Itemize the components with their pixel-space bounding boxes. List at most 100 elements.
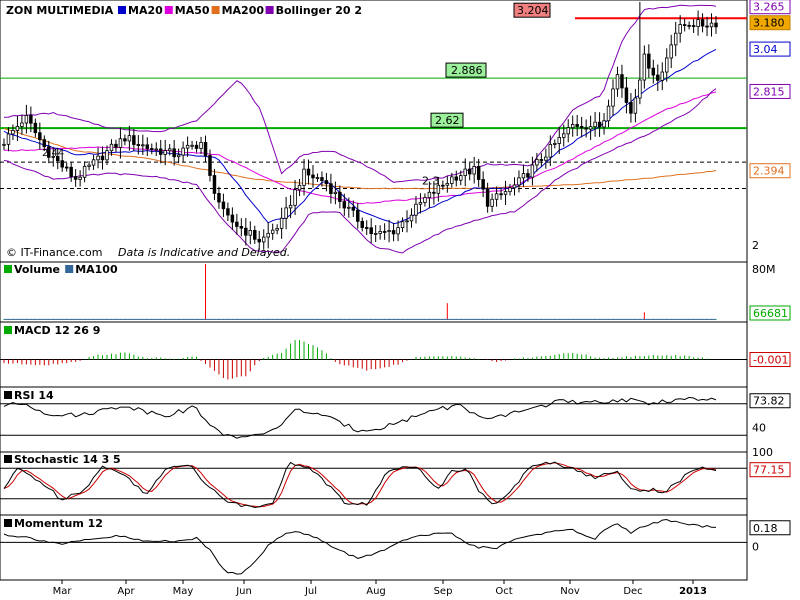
candle-body (42, 139, 47, 148)
candle-body (172, 148, 176, 158)
candle-body (535, 159, 539, 166)
candle-body (199, 142, 203, 149)
rsi-y-tick-0: 40 (752, 421, 766, 434)
macd-y-axis: -0.001 (749, 352, 791, 367)
legend-label-0: MA20 (128, 4, 163, 17)
candle-body (687, 24, 691, 27)
candle-body (275, 227, 279, 231)
candle-body (414, 203, 418, 216)
candle-body (400, 221, 405, 229)
x-tick-label-5: Aug (366, 586, 386, 597)
volume-panel: Volume MA100 80M 66681 (0, 261, 791, 323)
candle-body (364, 227, 369, 229)
volume-plot (3, 264, 717, 320)
candle-body (369, 227, 373, 235)
disclaimer-note: Data is Indicative and Delayed. (118, 246, 290, 259)
x-tick-label-6: Sep (434, 586, 453, 597)
candle-body (387, 230, 391, 233)
candle-body (405, 220, 409, 223)
stochastic-legend: Stochastic 14 3 5 (4, 453, 121, 466)
candle-body (570, 124, 575, 129)
candle-body (691, 25, 696, 27)
main-y-tick-0: 2 (752, 239, 759, 252)
level-label-box-2.62 (430, 112, 464, 128)
x-tick-label-7: Oct (495, 586, 512, 597)
candle-body (705, 25, 709, 28)
legend-swatch-3 (265, 6, 274, 14)
momentum-panel-frame (0, 514, 748, 581)
candle-body (562, 133, 566, 138)
x-tick-label-10: 2013 (679, 586, 707, 597)
momentum-plot (0, 518, 747, 575)
candle-body (620, 74, 624, 89)
candle-body (141, 144, 145, 147)
momentum-legend: Momentum 12 (4, 517, 103, 530)
level-label-2.886: 2.886 (451, 64, 483, 77)
candle-body (302, 168, 306, 186)
candle-body (391, 230, 396, 235)
macd-last-value: -0.001 (753, 354, 788, 367)
candle-body (553, 143, 557, 145)
legend-label-0: Momentum 12 (14, 517, 103, 530)
candle-body (333, 191, 338, 194)
candle-body (642, 53, 647, 81)
candle-body (629, 102, 633, 114)
candle-body (378, 231, 382, 234)
x-tick-label-9: Dec (623, 586, 642, 597)
level-label-2.44: 2.44 (42, 148, 64, 159)
candle-body (15, 125, 20, 131)
candle-body (253, 230, 257, 240)
watermark: © IT-Finance.com (6, 246, 103, 259)
candle-body (203, 142, 208, 156)
candle-body (597, 121, 602, 128)
volume-y-tick-0: 80M (752, 263, 776, 276)
candle-body (257, 238, 261, 243)
candle-body (132, 135, 136, 145)
candle-body (109, 143, 114, 152)
legend-swatch-0 (4, 519, 12, 527)
candle-body (185, 144, 190, 149)
candle-body (114, 143, 118, 148)
rsi-last-value-box (749, 393, 791, 409)
momentum-y-axis: 0.18 0 (749, 520, 791, 553)
candle-body (47, 146, 51, 158)
candle-body (450, 176, 454, 184)
rsi-plot (0, 396, 747, 439)
ma20-value-box (749, 41, 791, 57)
candle-body (669, 44, 673, 59)
candle-body (329, 183, 333, 194)
candle-body (69, 166, 73, 177)
candle-body (700, 19, 705, 27)
candle-body (490, 198, 494, 207)
x-tick-label-2: May (173, 586, 194, 597)
candle-body (396, 227, 400, 235)
candle-body (512, 184, 517, 189)
chart-title: ZON MULTIMEDIA (6, 4, 114, 17)
candle-body (709, 22, 714, 28)
ma50-value: 2.815 (753, 85, 785, 98)
candle-body (665, 57, 669, 73)
candle-body (167, 148, 172, 152)
candle-body (320, 177, 324, 181)
candle-body (51, 155, 55, 158)
legend-swatch-1 (164, 6, 173, 14)
candle-body (651, 67, 656, 76)
candle-body (418, 202, 423, 205)
macd-legend: MACD 12 26 9 (4, 324, 100, 337)
stochastic-last-value: 77.15 (753, 464, 785, 477)
candle-body (409, 214, 414, 222)
candle-body (239, 226, 244, 229)
main-price-plot: 2.886 2.62 2.44 2.3 3.204 (0, 2, 747, 254)
legend-label-0: Stochastic 14 3 5 (14, 453, 121, 466)
candle-body (575, 124, 579, 127)
candle-body (324, 180, 329, 185)
candle-body (624, 87, 629, 103)
candle-body (356, 209, 360, 222)
candle-body (297, 184, 302, 191)
ma200-value-box (749, 163, 791, 179)
candle-body (548, 143, 553, 158)
bollinger-lower-line (3, 88, 717, 254)
candle-body (6, 133, 11, 145)
